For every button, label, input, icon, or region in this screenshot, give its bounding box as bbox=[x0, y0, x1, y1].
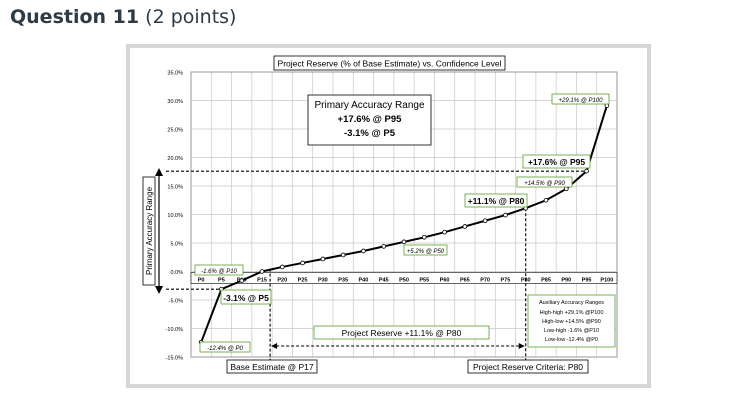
y-range-arrowhead-bottom bbox=[155, 286, 163, 294]
aux-range-line-3: Low-high -1.6% @P10 bbox=[544, 328, 599, 334]
chart-title: Project Reserve (% of Base Estimate) vs.… bbox=[278, 59, 502, 69]
y-tick-label: 10.0% bbox=[167, 213, 183, 219]
y-tick-label: 30.0% bbox=[167, 99, 183, 105]
data-points bbox=[198, 103, 610, 345]
aux-range-box bbox=[527, 294, 616, 348]
y-tick-label: -5.0% bbox=[169, 299, 183, 305]
aux-range-title: Auxiliary Accuracy Ranges bbox=[539, 300, 604, 306]
y-tick-label: 5.0% bbox=[170, 242, 183, 248]
label-p0-box bbox=[199, 341, 251, 353]
x-tick-label: P95 bbox=[582, 278, 592, 284]
y-range-arrowhead-top bbox=[155, 168, 163, 176]
x-tick-label: P0 bbox=[198, 278, 205, 284]
label-p95-box bbox=[522, 154, 591, 169]
reference-lines bbox=[166, 170, 587, 360]
data-point bbox=[320, 256, 326, 262]
y-tick-labels: 35.0% 30.0% 25.0% 20.0% 15.0% 10.0% 5.0% 0.0% -5… bbox=[166, 71, 184, 362]
x-category-strip bbox=[190, 272, 618, 284]
y-tick-label: 15.0% bbox=[167, 185, 183, 191]
x-tick-label: P45 bbox=[379, 278, 389, 284]
primary-range-high: +17.6% @ P95 bbox=[338, 114, 403, 125]
data-point bbox=[300, 260, 305, 266]
data-point bbox=[563, 186, 569, 192]
y-tick-label: 25.0% bbox=[167, 128, 183, 134]
label-p5: -3.1% @ P5 bbox=[223, 293, 269, 303]
chart-frame: Project Reserve (% of Base Estimate) vs.… bbox=[126, 44, 651, 388]
x-tick-label: P20 bbox=[277, 278, 287, 284]
x-tick-label: P55 bbox=[419, 278, 429, 284]
x-tick-label: P60 bbox=[440, 278, 450, 284]
x-tick-label: P40 bbox=[359, 278, 369, 284]
label-p100: +29.1% @ P100 bbox=[559, 98, 604, 104]
label-p90: +14.5% @ P90 bbox=[524, 181, 565, 187]
label-p0: -12.4% @ P0 bbox=[207, 346, 243, 352]
reserve-arrowhead-right bbox=[518, 343, 525, 349]
data-point bbox=[239, 278, 245, 283]
x-tick-label: P70 bbox=[480, 278, 490, 284]
x-tick-label: P25 bbox=[298, 278, 308, 284]
x-tick-label: P65 bbox=[460, 278, 470, 284]
x-tick-label: P85 bbox=[541, 278, 551, 284]
data-point bbox=[259, 269, 265, 274]
data-point bbox=[340, 252, 346, 258]
reserve-label: Project Reserve +11.1% @ P80 bbox=[342, 328, 462, 338]
reserve-label-box bbox=[313, 325, 490, 340]
y-axis-label: Primary Accuracy Range bbox=[145, 186, 154, 275]
data-point bbox=[279, 264, 285, 270]
y-tick-label: 35.0% bbox=[167, 71, 183, 77]
reserve-chart: Project Reserve (% of Base Estimate) vs.… bbox=[130, 48, 647, 384]
label-p100-box bbox=[551, 93, 610, 105]
label-p50: +5.2% @ P50 bbox=[407, 249, 445, 255]
reserve-criteria-label: Project Reserve Criteria: P80 bbox=[473, 362, 583, 372]
base-estimate-box bbox=[226, 359, 318, 374]
y-tick-label: 20.0% bbox=[167, 156, 183, 162]
label-p10: -1.6% @ P10 bbox=[201, 269, 237, 275]
plot-border bbox=[190, 71, 618, 358]
data-point bbox=[462, 224, 468, 229]
label-p50-box bbox=[403, 244, 448, 256]
x-tick-label: P50 bbox=[399, 278, 409, 284]
primary-range-box bbox=[307, 94, 432, 146]
chart-title-box bbox=[273, 55, 506, 71]
label-p80: +11.1% @ P80 bbox=[468, 196, 525, 206]
data-point bbox=[482, 218, 488, 224]
aux-range-line-2: High-low +14.5% @P90 bbox=[542, 319, 601, 325]
data-point bbox=[401, 239, 407, 245]
data-point bbox=[543, 197, 549, 203]
aux-range-line-1: High-high +29.1% @P100 bbox=[540, 310, 604, 316]
y-axis-label-box bbox=[142, 176, 156, 286]
data-point bbox=[503, 212, 508, 218]
x-tick-label: P90 bbox=[561, 278, 571, 284]
data-point bbox=[442, 229, 447, 235]
y-tick-label: 0.0% bbox=[170, 270, 183, 276]
reserve-criteria-box bbox=[467, 359, 589, 374]
data-point bbox=[361, 248, 366, 254]
data-point bbox=[421, 235, 427, 240]
label-p5-box bbox=[220, 289, 272, 305]
base-estimate-label: Base Estimate @ P17 bbox=[230, 362, 314, 372]
question-title: Question 11 bbox=[10, 6, 140, 28]
primary-range-title: Primary Accuracy Range bbox=[314, 100, 424, 111]
aux-range-line-4: Low-low -12.4% @P0 bbox=[545, 337, 598, 343]
x-tick-label: P35 bbox=[338, 278, 348, 284]
label-p80-box bbox=[464, 193, 528, 208]
label-p95: +17.6% @ P95 bbox=[528, 157, 585, 167]
question-header: Question 11 (2 points) bbox=[10, 6, 236, 28]
label-p10-box bbox=[194, 264, 244, 276]
x-tick-label: P30 bbox=[318, 278, 328, 284]
x-tick-label: P5 bbox=[218, 278, 225, 284]
label-p90-box bbox=[516, 176, 573, 188]
primary-range-low: -3.1% @ P5 bbox=[344, 128, 396, 139]
x-tick-label: P100 bbox=[600, 278, 613, 284]
data-point bbox=[584, 168, 589, 174]
question-points: (2 points) bbox=[145, 6, 237, 28]
y-tick-label: -10.0% bbox=[166, 327, 184, 333]
reserve-arrowhead-left bbox=[271, 343, 278, 349]
data-point bbox=[381, 244, 387, 249]
x-tick-label: P75 bbox=[501, 278, 511, 284]
x-tick-labels: P0P5P10P15P20P25P30P35P40P45P50P55P60P65… bbox=[198, 278, 614, 284]
x-tick-label: P15 bbox=[257, 278, 267, 284]
y-tick-label: -15.0% bbox=[166, 356, 184, 362]
